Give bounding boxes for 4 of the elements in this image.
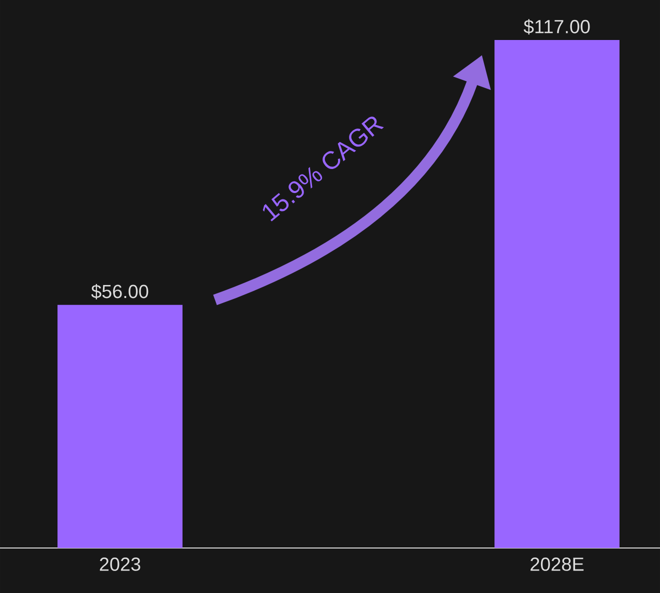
x-tick-label: 2023 xyxy=(100,558,140,571)
data-label: $117.00 xyxy=(524,19,590,34)
data-label: $56.00 xyxy=(91,284,148,300)
x-tick-label: 2028E xyxy=(530,558,584,571)
